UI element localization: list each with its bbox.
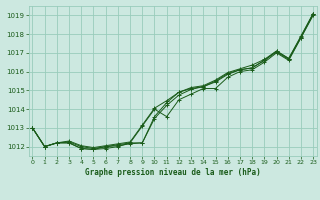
X-axis label: Graphe pression niveau de la mer (hPa): Graphe pression niveau de la mer (hPa) bbox=[85, 168, 261, 177]
